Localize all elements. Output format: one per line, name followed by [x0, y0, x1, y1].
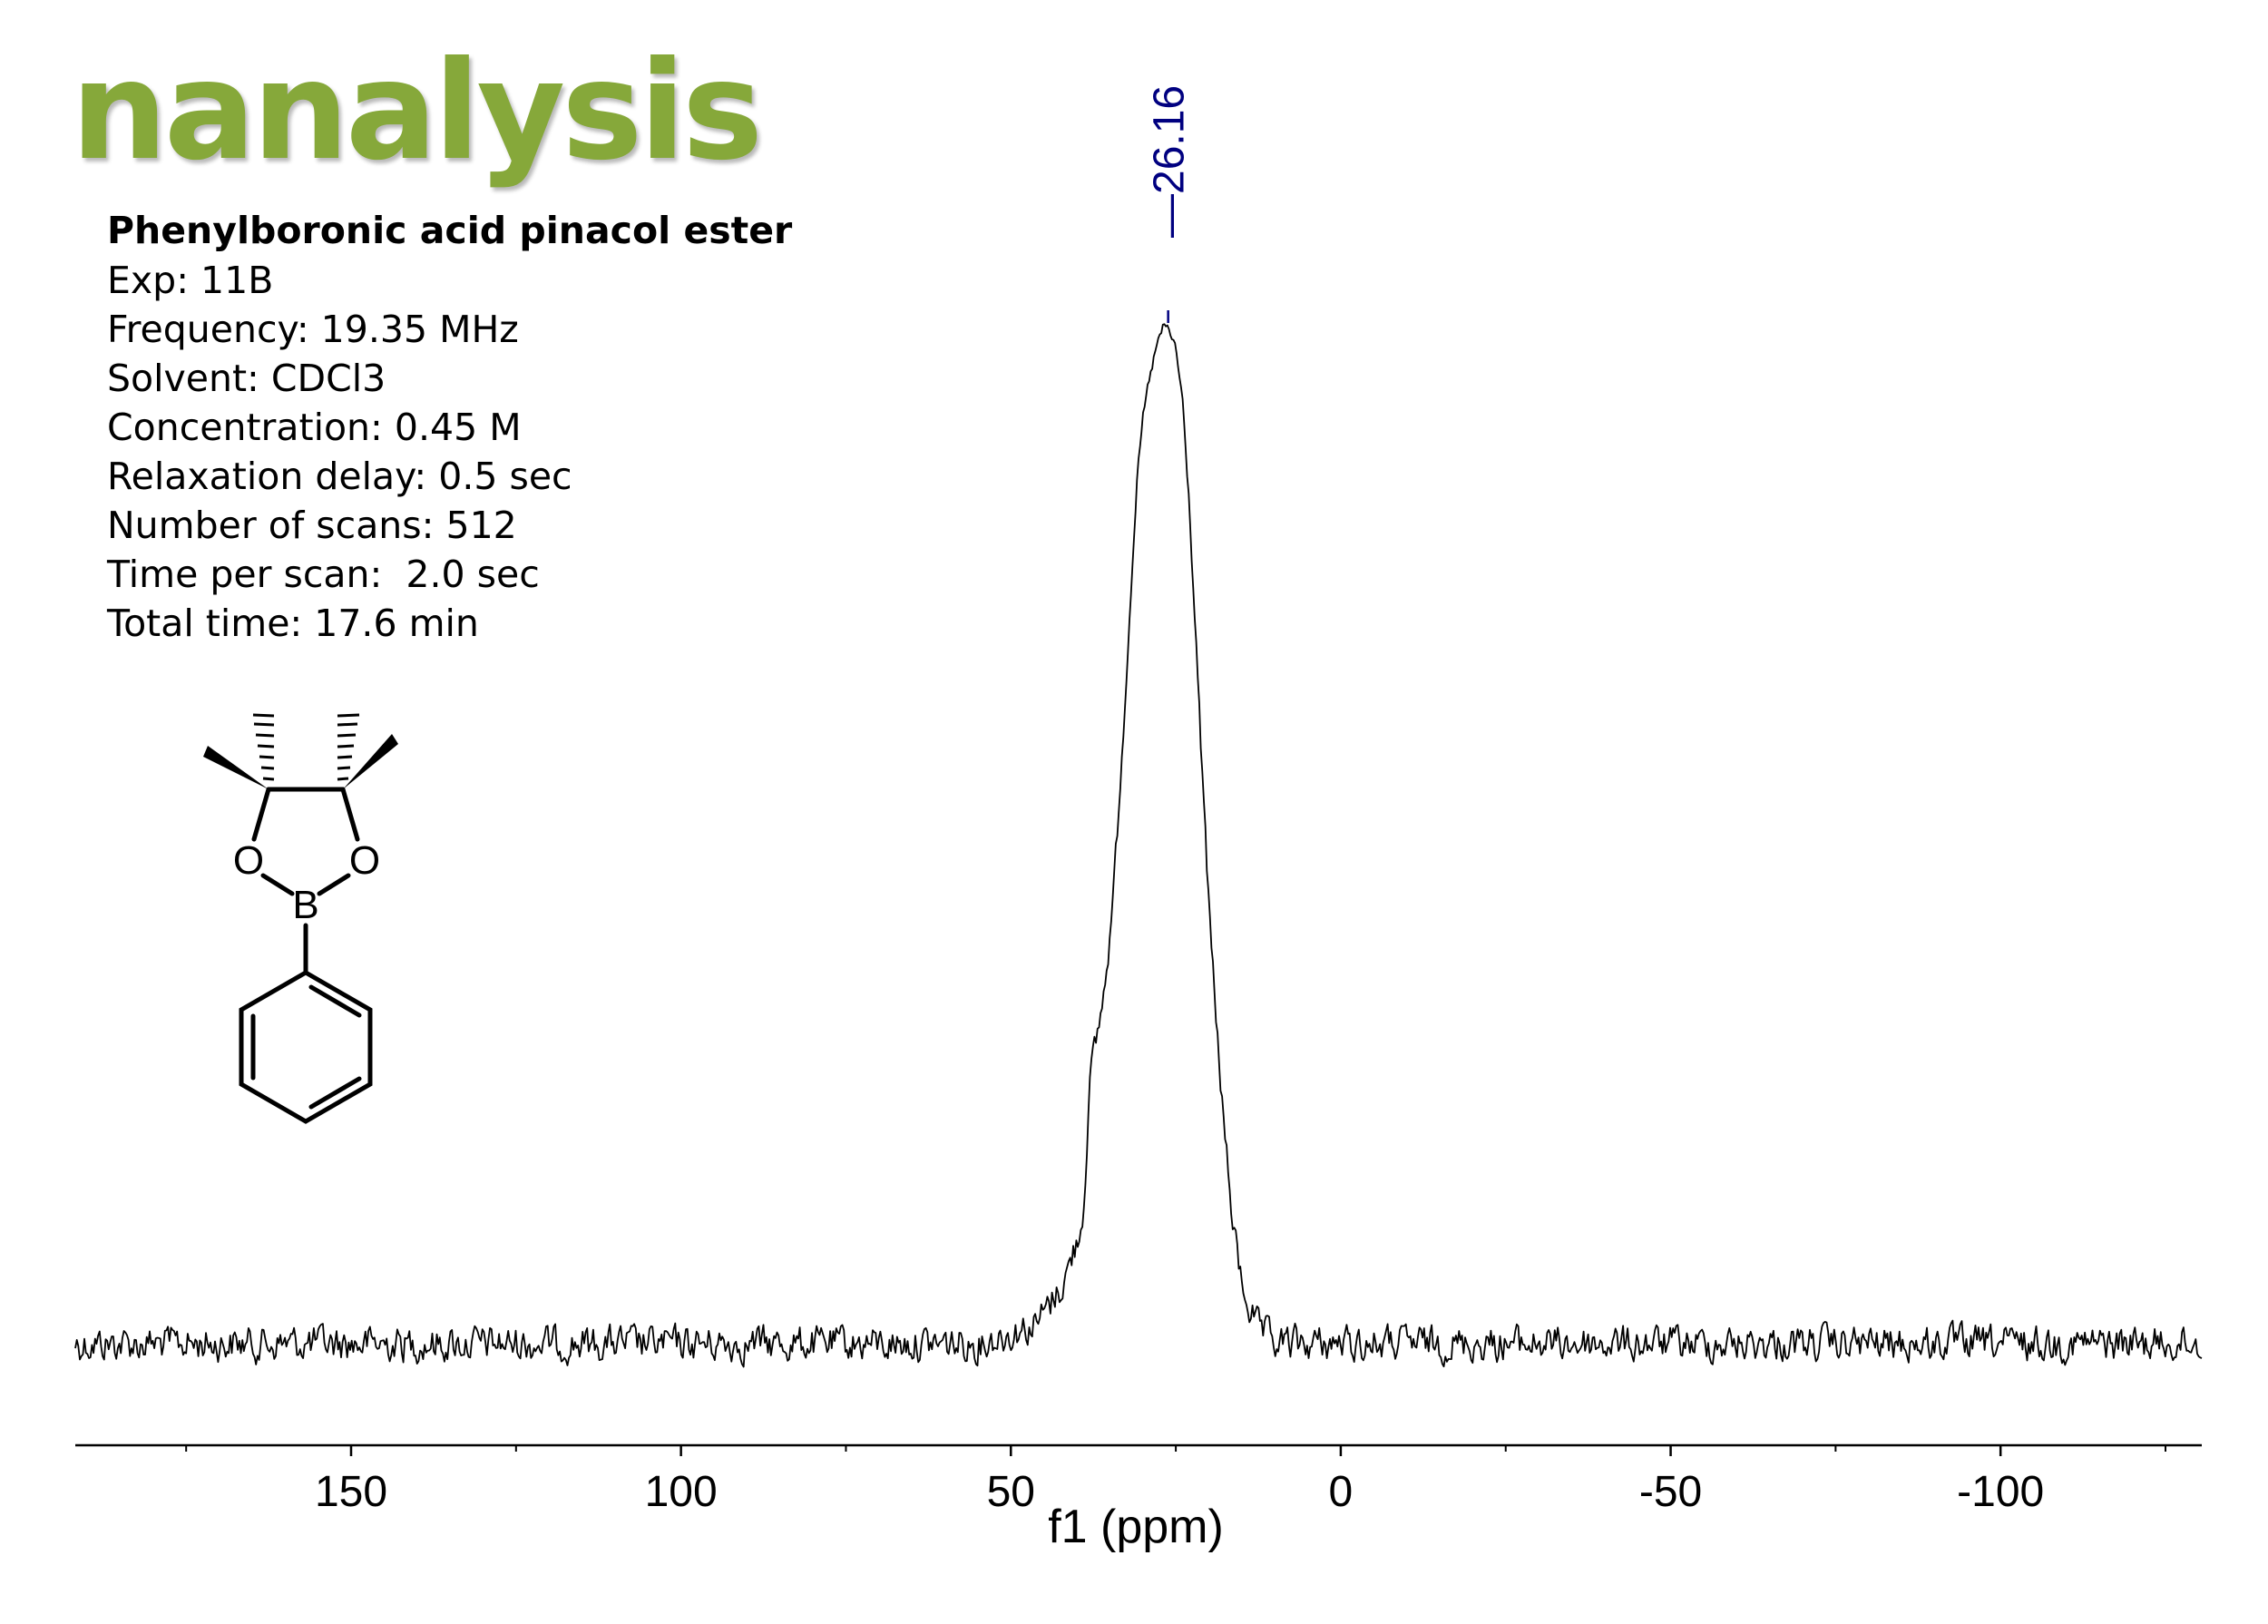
atom-boron: B	[292, 883, 318, 927]
x-tick-label: -100	[1957, 1468, 2044, 1516]
x-tick-label: 150	[315, 1468, 387, 1516]
hash-methyl-right	[337, 713, 360, 781]
info-concentration: Concentration: 0.45 M	[107, 406, 522, 449]
x-axis-title: f1 (ppm)	[1048, 1501, 1224, 1553]
benzene-ring	[239, 970, 373, 1124]
x-tick-label: 50	[987, 1468, 1035, 1516]
info-frequency: Frequency: 19.35 MHz	[107, 308, 519, 351]
bond-o-b-left	[260, 873, 295, 896]
atom-oxygen-left: O	[233, 838, 264, 883]
bond-c-o-right	[340, 787, 360, 842]
info-exp: Exp: 11B	[107, 259, 274, 302]
info-solvent: Solvent: CDCl3	[107, 357, 386, 400]
bond-c-o-left	[251, 787, 271, 842]
bond-o-b-right	[317, 873, 351, 896]
x-tick-label: -50	[1639, 1468, 1702, 1516]
nanalysis-logo: nanalysis	[71, 33, 763, 191]
x-tick-label: 100	[645, 1468, 718, 1516]
peak-label: —26.16	[1146, 85, 1194, 238]
info-time-per-scan: Time per scan: 2.0 sec	[107, 553, 540, 596]
wedge-methyl-left	[203, 746, 269, 789]
hash-methyl-left	[252, 713, 275, 781]
wedge-methyl-right	[343, 734, 398, 789]
info-total-time: Total time: 17.6 min	[107, 602, 479, 645]
compound-title: Phenylboronic acid pinacol ester	[107, 209, 793, 252]
x-tick-label: 0	[1329, 1468, 1354, 1516]
benzene-inner-bond-3	[308, 1076, 362, 1110]
atom-oxygen-right: O	[349, 838, 380, 883]
info-relaxation-delay: Relaxation delay: 0.5 sec	[107, 455, 572, 498]
spectrum-trace	[74, 323, 2203, 1368]
benzene-inner-bond-1	[308, 984, 362, 1018]
info-number-of-scans: Number of scans: 512	[107, 504, 517, 547]
experiment-info: Phenylboronic acid pinacol ester Exp: 11…	[107, 205, 792, 648]
